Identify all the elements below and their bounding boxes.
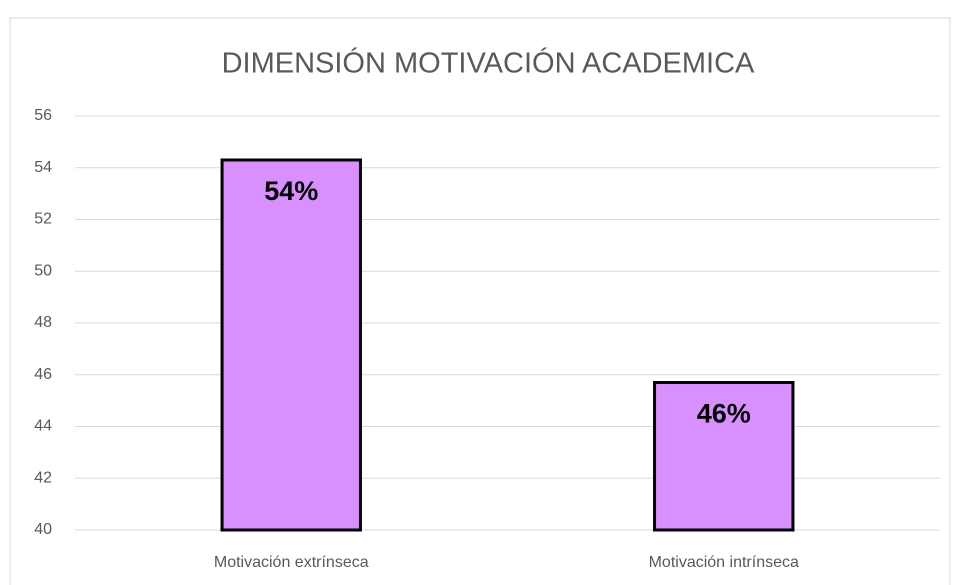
y-tick-label: 40 <box>34 521 52 538</box>
y-tick-label: 46 <box>34 366 52 383</box>
y-tick-label: 54 <box>34 159 52 176</box>
bar <box>653 381 795 532</box>
x-tick-label: Motivación intrínseca <box>649 554 799 571</box>
bar <box>220 158 362 532</box>
y-tick-label: 48 <box>34 314 52 331</box>
y-tick-label: 56 <box>34 107 52 124</box>
chart-title: DIMENSIÓN MOTIVACIÓN ACADEMICA <box>222 47 755 80</box>
x-tick-label: Motivación extrínseca <box>214 554 369 571</box>
data-label: 54% <box>264 176 318 206</box>
y-tick-label: 42 <box>34 469 52 486</box>
data-label: 46% <box>697 399 751 429</box>
y-tick-label: 50 <box>34 262 52 279</box>
y-tick-label: 44 <box>34 418 52 435</box>
chart-frame <box>9 17 951 585</box>
y-tick-label: 52 <box>34 211 52 228</box>
